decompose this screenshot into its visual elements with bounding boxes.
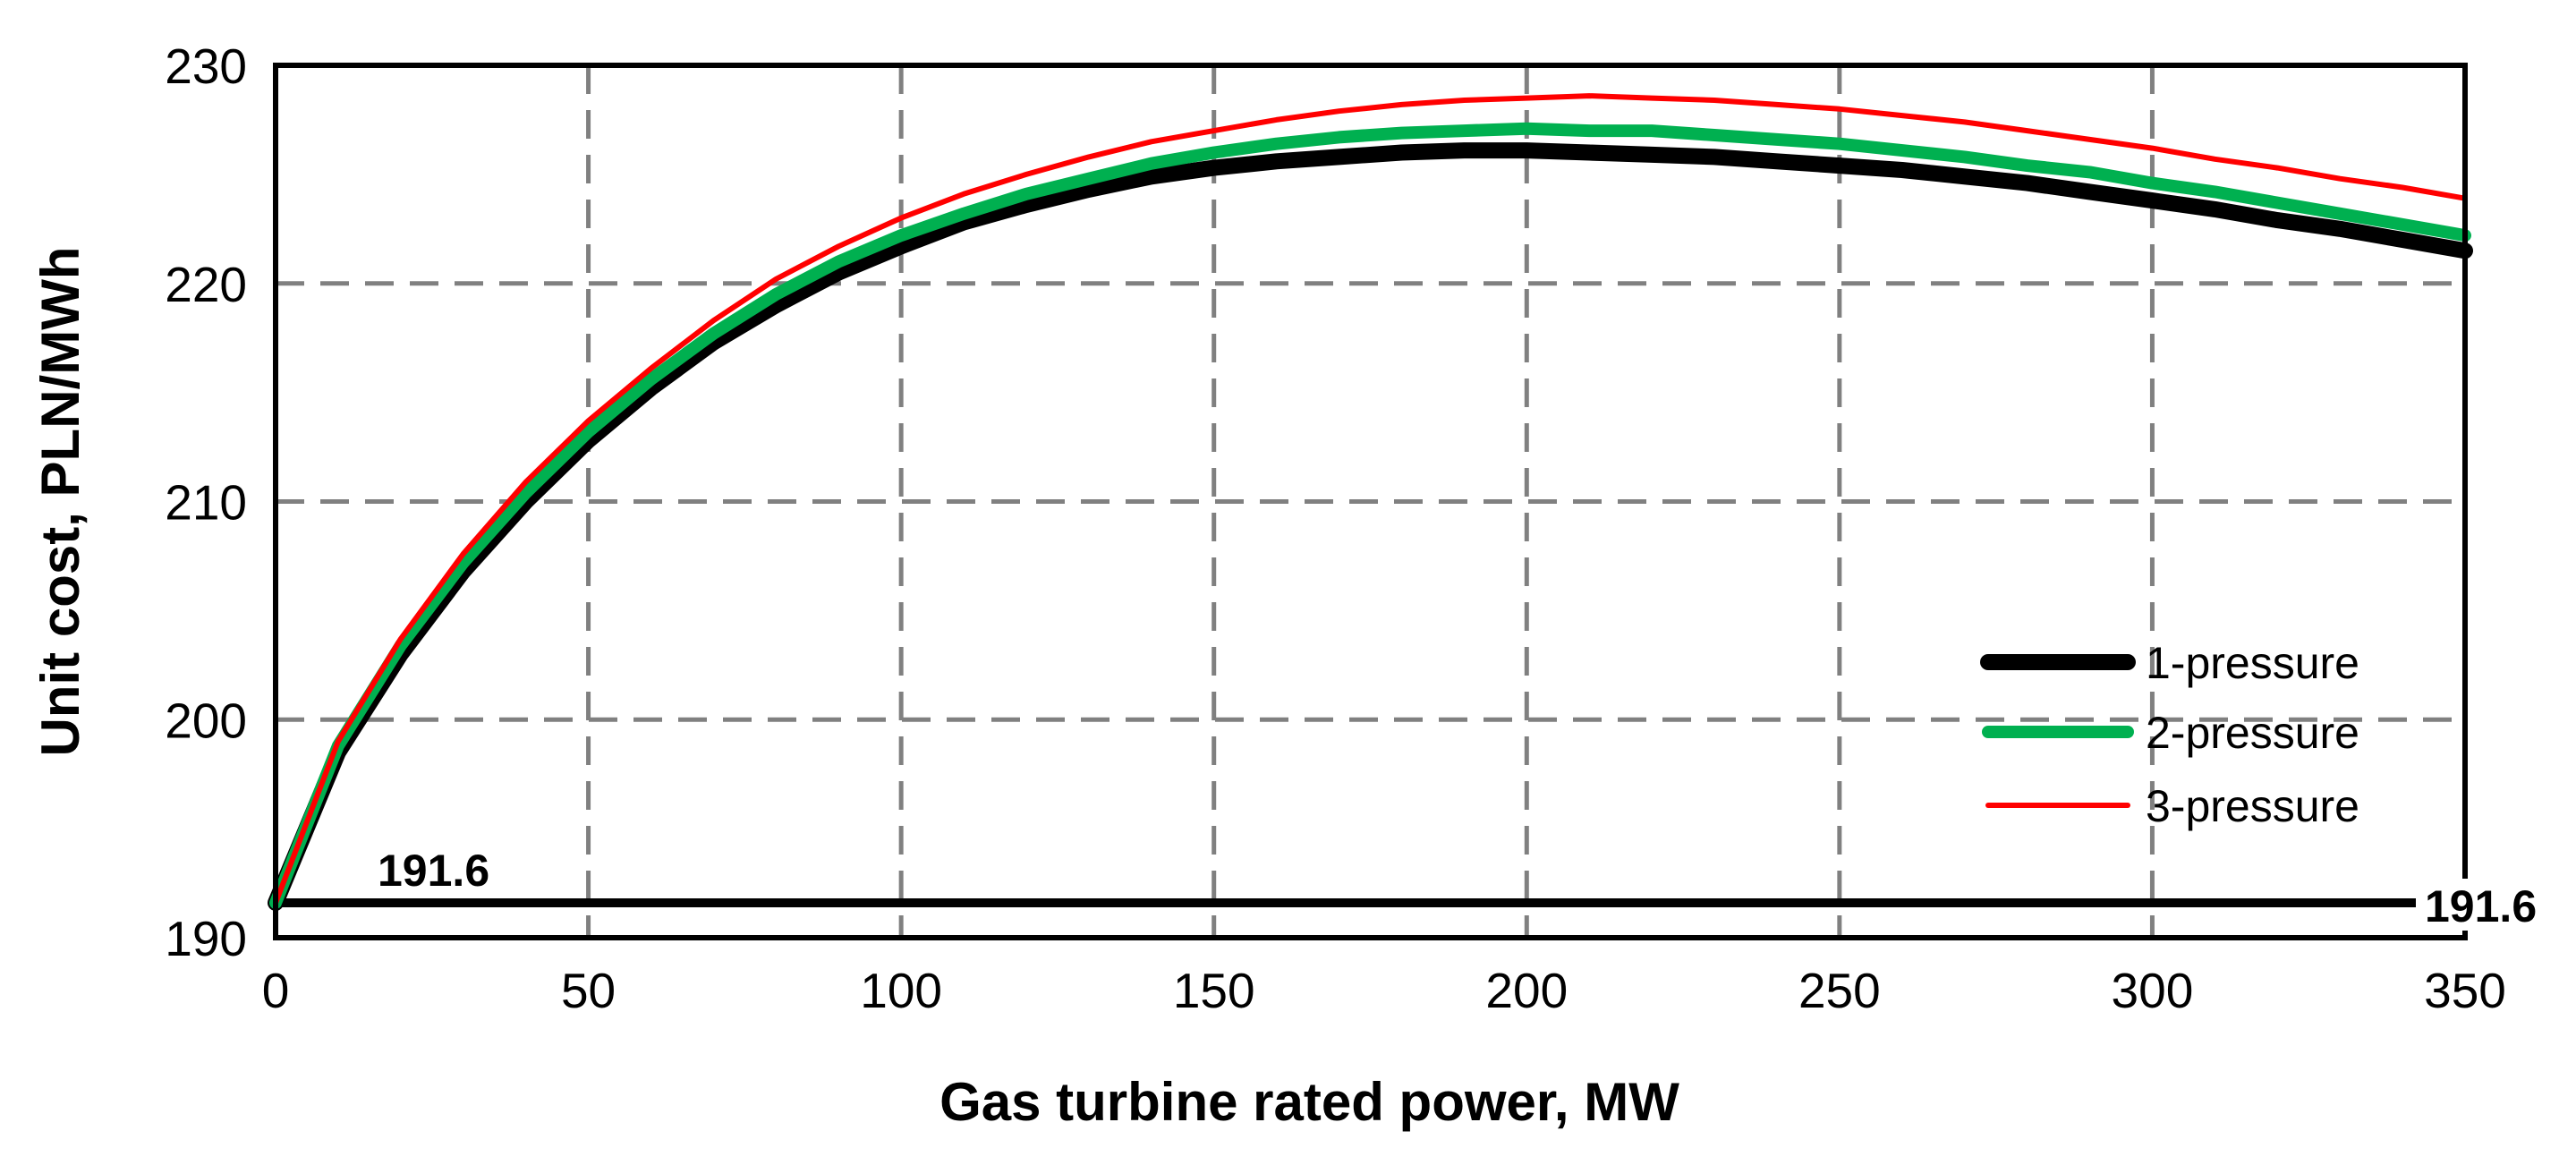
x-tick-label: 150 <box>1173 963 1255 1018</box>
x-tick-label: 300 <box>2112 963 2194 1018</box>
x-tick-label: 350 <box>2424 963 2506 1018</box>
y-tick-label: 190 <box>165 911 247 966</box>
x-tick-label: 200 <box>1485 963 1568 1018</box>
x-tick-label: 50 <box>561 963 616 1018</box>
x-tick-label: 0 <box>262 963 290 1018</box>
y-tick-label: 210 <box>165 475 247 531</box>
y-axis-title: Unit cost, PLN/MWh <box>30 247 90 757</box>
legend-label-1-pressure: 1-pressure <box>2146 638 2359 688</box>
tick-labels: 0 50 100 150 200 250 300 350 190 200 210 220 230 <box>165 38 2506 1018</box>
legend: 1-pressure 2-pressure 3-pressure <box>1980 638 2359 831</box>
x-tick-label: 100 <box>860 963 942 1018</box>
series-line-2-pressure <box>269 122 2471 909</box>
grid <box>276 65 2465 938</box>
plot-frame <box>273 63 2468 940</box>
legend-label-3-pressure: 3-pressure <box>2146 781 2359 831</box>
y-tick-label: 200 <box>165 693 247 748</box>
baseline-label-right-bg <box>2416 879 2576 931</box>
x-tick-label: 250 <box>1798 963 1881 1018</box>
series-line-1-pressure <box>268 142 2473 911</box>
baseline-label-right: 191.6 <box>2425 881 2537 931</box>
series-line-3-pressure <box>273 93 2468 906</box>
series-layer <box>268 93 2473 911</box>
y-tick-label: 230 <box>165 38 247 94</box>
legend-label-2-pressure: 2-pressure <box>2146 708 2359 758</box>
x-axis-title: Gas turbine rated power, MW <box>939 1072 1679 1132</box>
y-tick-label: 220 <box>165 257 247 312</box>
annotations: 191.6 191.6 <box>378 846 2576 931</box>
baseline-label-left: 191.6 <box>378 846 489 896</box>
